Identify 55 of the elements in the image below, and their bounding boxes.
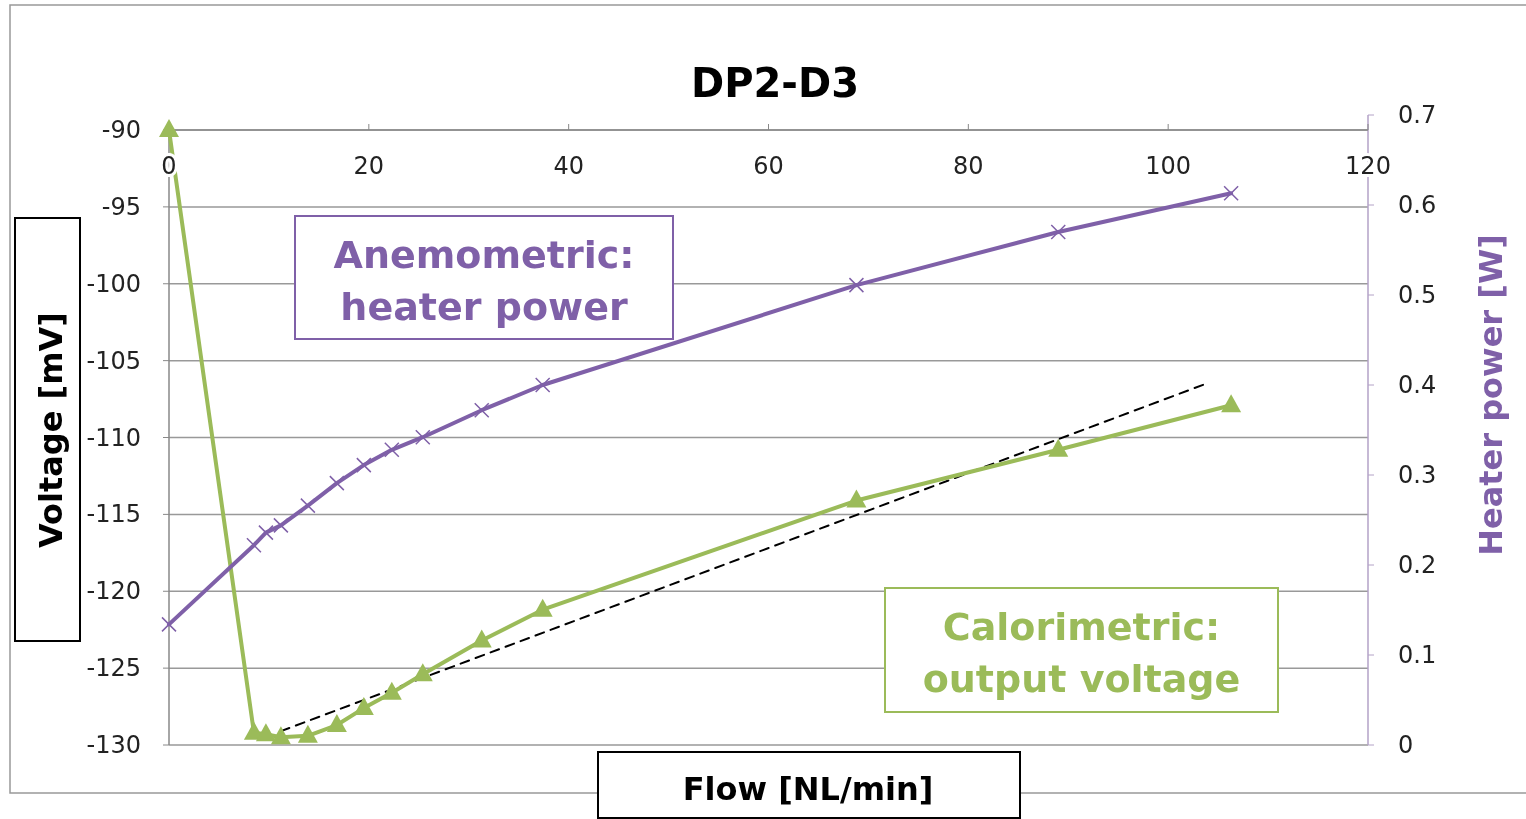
y-tick-label: -125 xyxy=(86,654,141,683)
point xyxy=(258,524,274,541)
y2-tick-label: 0.2 xyxy=(1398,551,1437,579)
x-tick-label: 80 xyxy=(953,152,984,180)
x-tick-label: 20 xyxy=(353,152,385,180)
point xyxy=(326,714,347,733)
point xyxy=(356,457,372,473)
y2-tick-label: 0.6 xyxy=(1398,191,1437,219)
y-tick-label: -120 xyxy=(86,577,141,606)
y-tick-label: -110 xyxy=(86,423,141,452)
point xyxy=(471,629,492,648)
point xyxy=(412,663,433,682)
point xyxy=(534,377,551,393)
y-axis-title: Voltage [mV] xyxy=(32,312,70,548)
point xyxy=(273,517,289,534)
point xyxy=(532,598,553,617)
y-tick-label: -115 xyxy=(86,500,141,529)
point xyxy=(846,489,867,508)
point xyxy=(848,277,865,293)
y2-tick-label: 0 xyxy=(1398,731,1414,759)
point xyxy=(329,475,345,491)
y-tick-label: -100 xyxy=(86,269,141,298)
point xyxy=(1221,394,1242,413)
point xyxy=(381,681,402,700)
annotation: Calorimetric: output voltage xyxy=(922,605,1241,701)
y2-tick-label: 0.5 xyxy=(1398,281,1437,309)
point xyxy=(255,723,276,742)
point xyxy=(415,429,431,445)
y-tick-label: -95 xyxy=(101,192,141,221)
point xyxy=(270,726,291,745)
point xyxy=(353,697,374,716)
x-tick-label: 60 xyxy=(753,152,784,180)
point xyxy=(161,616,177,633)
annotation: Anemometric: heater power xyxy=(333,233,635,329)
y2-axis-title: Heater power [W] xyxy=(1472,234,1510,556)
x-tick-label: 40 xyxy=(553,152,584,180)
y-tick-label: -105 xyxy=(86,346,141,375)
point xyxy=(473,402,490,418)
y2-tick-label: 0.7 xyxy=(1398,101,1437,129)
point xyxy=(159,119,179,137)
x-tick-label: 120 xyxy=(1345,152,1391,180)
point xyxy=(300,497,316,514)
y2-tick-label: 0.4 xyxy=(1398,371,1437,399)
y-tick-label: -90 xyxy=(101,116,141,144)
point xyxy=(1048,438,1069,457)
chart-title: DP2-D3 xyxy=(691,60,859,106)
point xyxy=(1223,185,1239,202)
y-tick-label: -130 xyxy=(86,731,141,759)
point xyxy=(297,724,318,743)
y2-tick-label: 0.1 xyxy=(1398,641,1437,669)
point xyxy=(1050,224,1067,240)
x-axis-title: Flow [NL/min] xyxy=(682,770,934,808)
x-tick-label: 100 xyxy=(1145,152,1192,180)
y2-tick-label: 0.3 xyxy=(1398,461,1437,489)
point xyxy=(384,442,400,458)
